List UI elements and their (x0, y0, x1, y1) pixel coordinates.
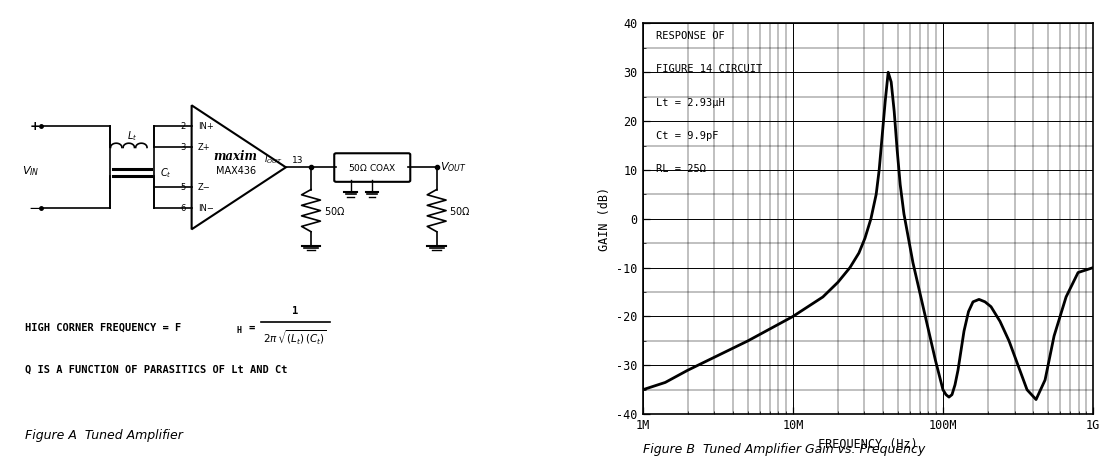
Text: $L_t$: $L_t$ (127, 129, 137, 143)
Text: IN−: IN− (198, 204, 214, 213)
Text: 6: 6 (180, 204, 186, 213)
Text: $C_t$: $C_t$ (160, 166, 172, 180)
Text: Figure A  Tuned Amplifier: Figure A Tuned Amplifier (26, 429, 183, 442)
Text: RESPONSE OF: RESPONSE OF (656, 31, 725, 41)
Text: $2\pi\,\sqrt{(L_t)\,(C_t)}$: $2\pi\,\sqrt{(L_t)\,(C_t)}$ (264, 329, 327, 347)
Y-axis label: GAIN (dB): GAIN (dB) (598, 187, 610, 251)
Text: Q IS A FUNCTION OF PARASITICS OF Lt AND Ct: Q IS A FUNCTION OF PARASITICS OF Lt AND … (26, 365, 288, 375)
Text: RL = 25Ω: RL = 25Ω (656, 164, 706, 174)
Text: $V_{IN}$: $V_{IN}$ (22, 164, 40, 178)
Text: =: = (248, 322, 255, 333)
Text: −: − (28, 201, 41, 216)
Text: $I_{OUT}$: $I_{OUT}$ (264, 154, 282, 166)
X-axis label: FREQUENCY (Hz): FREQUENCY (Hz) (818, 438, 917, 451)
Text: +: + (29, 120, 40, 133)
Text: 50$\Omega$: 50$\Omega$ (324, 205, 345, 217)
Text: FIGURE 14 CIRCUIT: FIGURE 14 CIRCUIT (656, 65, 763, 74)
Text: MAX436: MAX436 (216, 166, 256, 176)
Text: 2: 2 (180, 122, 186, 131)
Text: Z−: Z− (198, 183, 210, 192)
Text: Figure B  Tuned Amplifier Gain vs. Frequency: Figure B Tuned Amplifier Gain vs. Freque… (643, 443, 925, 456)
Text: $V_{OUT}$: $V_{OUT}$ (439, 161, 466, 174)
Text: IN+: IN+ (198, 122, 214, 131)
Text: 3: 3 (180, 143, 186, 152)
Text: 50$\Omega$: 50$\Omega$ (449, 205, 470, 217)
Text: Ct = 9.9pF: Ct = 9.9pF (656, 131, 718, 141)
FancyBboxPatch shape (335, 153, 410, 182)
Text: Lt = 2.93μH: Lt = 2.93μH (656, 98, 725, 108)
Text: Z+: Z+ (198, 143, 210, 152)
Text: 50$\Omega$ COAX: 50$\Omega$ COAX (348, 162, 397, 173)
Text: HIGH CORNER FREQUENCY = F: HIGH CORNER FREQUENCY = F (26, 322, 181, 333)
Text: 13: 13 (292, 155, 304, 165)
Text: maxim: maxim (214, 150, 258, 163)
Text: 1: 1 (292, 306, 298, 316)
Text: 5: 5 (180, 183, 186, 192)
Text: H: H (236, 326, 241, 335)
